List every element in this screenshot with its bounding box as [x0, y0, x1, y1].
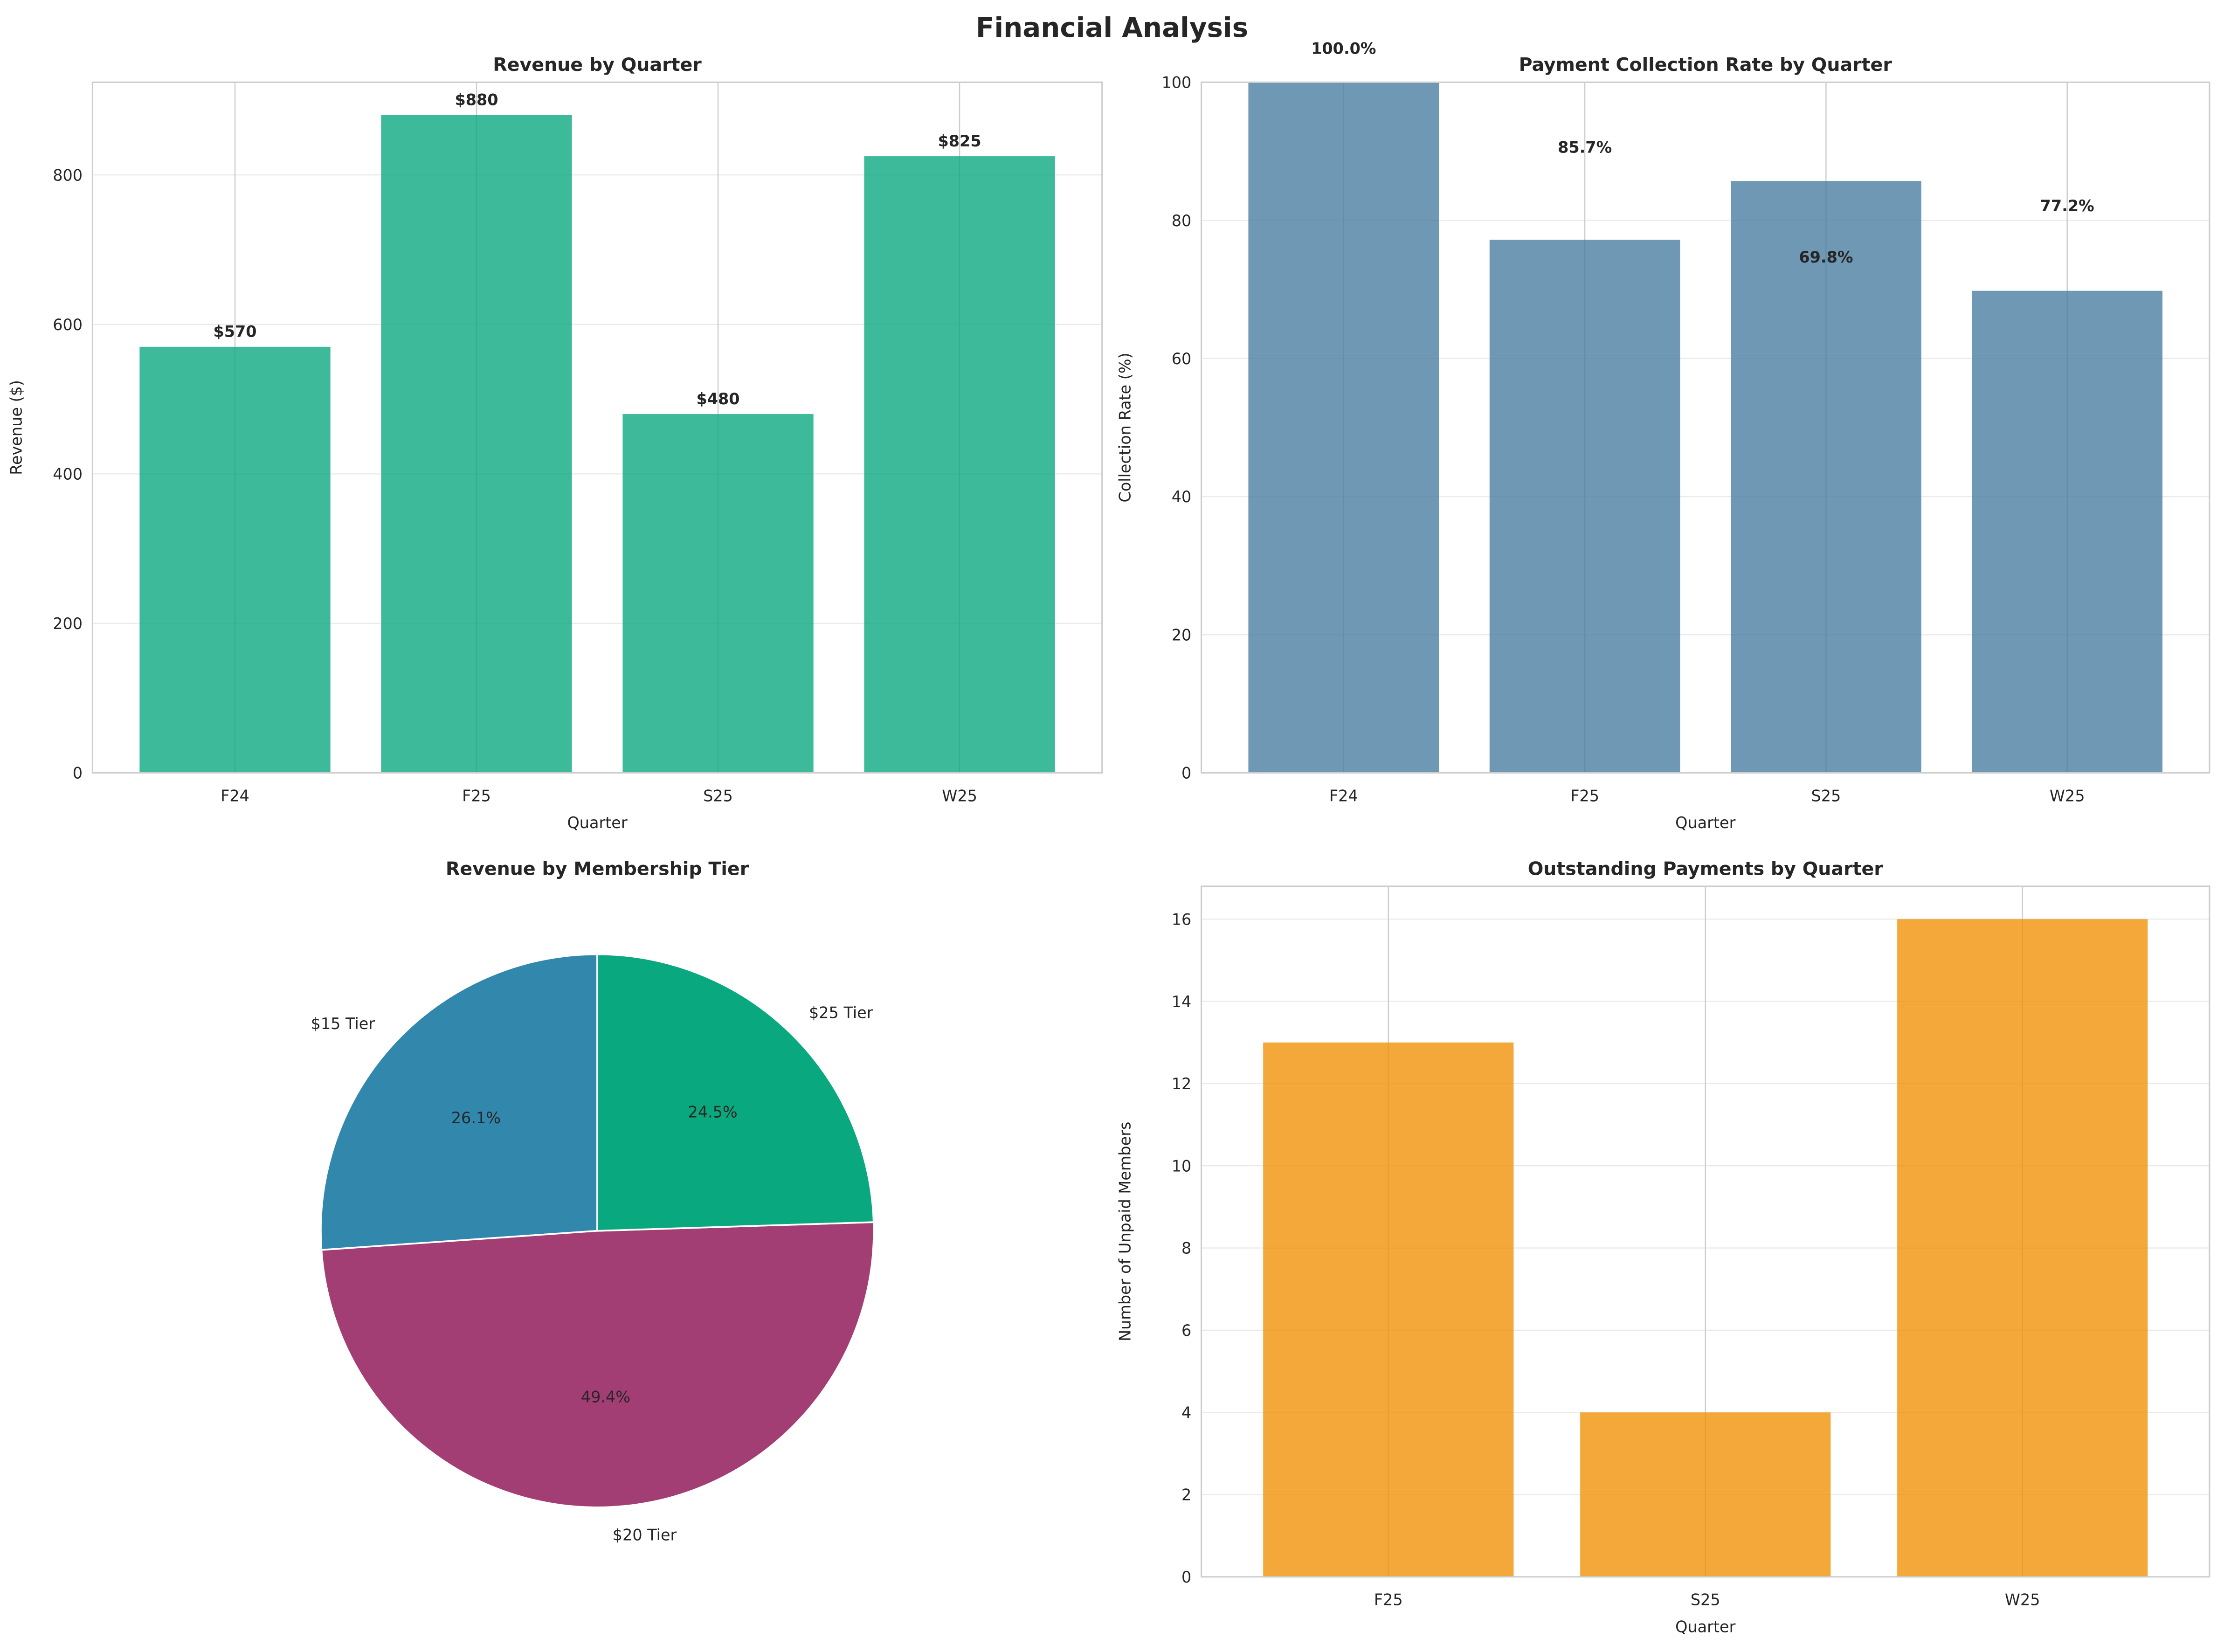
- y-tick-label: 80: [1172, 212, 1192, 230]
- pie-label: $25 Tier: [809, 1003, 873, 1022]
- y-tick-label: 14: [1172, 993, 1192, 1011]
- y-tick-label: 4: [1181, 1403, 1191, 1422]
- y-tick-label: 20: [1172, 626, 1192, 644]
- pie-pct-label: 24.5%: [688, 1103, 738, 1121]
- bar-W25: [864, 156, 1055, 773]
- y-tick-label: 40: [1172, 488, 1192, 506]
- x-axis-label: Quarter: [1675, 1617, 1735, 1636]
- bar-F24: [1248, 82, 1439, 773]
- y-tick-label: 10: [1172, 1157, 1192, 1175]
- x-axis-label: Quarter: [1675, 814, 1735, 832]
- chart-title: Revenue by Quarter: [493, 54, 702, 76]
- data-label: $880: [455, 91, 498, 109]
- y-tick-label: 6: [1181, 1321, 1191, 1340]
- bar-W25: [1972, 290, 2163, 773]
- y-tick-label: 2: [1181, 1486, 1191, 1504]
- pie-slice-20tier: [320, 1221, 875, 1508]
- x-tick-label: F25: [1374, 1591, 1403, 1609]
- axes-frame: [1201, 885, 2210, 1578]
- bar-S25: [1580, 1412, 1831, 1577]
- bar-F24: [139, 346, 331, 773]
- y-tick-label: 800: [53, 166, 83, 184]
- figure-title: Financial Analysis: [976, 12, 1248, 43]
- x-tick-label: S25: [1811, 787, 1841, 805]
- data-label: $570: [213, 323, 256, 341]
- x-tick-label: F24: [221, 787, 249, 805]
- x-tick-label: F25: [1570, 787, 1599, 805]
- pie-slice-25tier: [596, 953, 875, 1232]
- y-tick-label: 200: [53, 615, 83, 633]
- bar-F25: [1263, 1042, 1514, 1577]
- x-tick-label: W25: [942, 787, 977, 805]
- chart-1: 0 200 400 600 800 F24 F25 S25 W25 $570 $880 $480 $82…: [7, 54, 1103, 832]
- y-tick-label: 12: [1172, 1075, 1192, 1093]
- bar-W25: [1897, 919, 2148, 1577]
- y-tick-label: 100: [1161, 74, 1191, 92]
- chart-title: Revenue by Membership Tier: [446, 858, 749, 879]
- y-tick-label: 400: [53, 465, 83, 483]
- x-tick-label: S25: [703, 787, 733, 805]
- pie-pct-label: 26.1%: [451, 1109, 501, 1127]
- pie-label: $15 Tier: [311, 1015, 375, 1033]
- y-tick-label: 600: [53, 316, 83, 334]
- x-tick-label: F24: [1329, 787, 1358, 805]
- y-tick-label: 0: [1181, 1568, 1191, 1586]
- x-axis-label: Quarter: [567, 814, 627, 832]
- axes-frame: [1201, 81, 2210, 774]
- data-label: 85.7%: [1558, 138, 1612, 156]
- data-label: 69.8%: [1799, 248, 1853, 266]
- y-axis-label: Revenue ($): [7, 380, 25, 475]
- data-label: 77.2%: [2040, 197, 2094, 215]
- chart-title: Payment Collection Rate by Quarter: [1519, 54, 1892, 76]
- pie-slice-15tier: [320, 953, 598, 1251]
- x-tick-label: F25: [462, 787, 491, 805]
- pie-pct-label: 49.4%: [581, 1388, 630, 1406]
- data-label: $480: [697, 390, 740, 408]
- y-tick-label: 0: [73, 764, 83, 782]
- y-tick-label: 60: [1172, 350, 1192, 368]
- x-tick-label: W25: [2005, 1591, 2040, 1609]
- chart-2: 0 20 40 60 80 100 F24 F25 S25 W25 100.0% 85.7% 69.8%…: [1116, 40, 2210, 832]
- y-axis-label: Number of Unpaid Members: [1116, 1122, 1134, 1341]
- y-tick-label: 8: [1181, 1239, 1191, 1258]
- x-tick-label: S25: [1691, 1591, 1720, 1609]
- bar-F25: [381, 115, 572, 773]
- y-tick-label: 16: [1172, 910, 1192, 928]
- data-label: 100.0%: [1311, 40, 1376, 58]
- axes-frame: [91, 81, 1103, 774]
- pie-label: $20 Tier: [613, 1526, 677, 1544]
- bar-F25: [1489, 240, 1680, 773]
- chart-3: Revenue by Membership Tier $15 Tier 26.1% $…: [311, 858, 875, 1544]
- y-tick-label: 0: [1181, 764, 1191, 782]
- bar-S25: [1731, 181, 1921, 773]
- chart-4: 0 2 4 6 8 10 12 14 16 F25 S25 W25 Outstanding Paymen…: [1116, 858, 2210, 1636]
- y-axis-label: Collection Rate (%): [1116, 353, 1134, 502]
- bar-S25: [622, 414, 814, 773]
- data-label: $825: [938, 132, 981, 150]
- x-tick-label: W25: [2050, 787, 2085, 805]
- chart-title: Outstanding Payments by Quarter: [1528, 858, 1884, 879]
